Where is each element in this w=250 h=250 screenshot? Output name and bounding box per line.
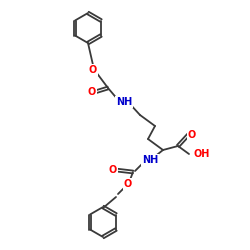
Text: NH: NH [142, 155, 158, 165]
Text: O: O [188, 130, 196, 140]
Text: OH: OH [194, 149, 210, 159]
Text: O: O [109, 165, 117, 175]
Text: O: O [88, 87, 96, 97]
Text: NH: NH [116, 97, 132, 107]
Text: O: O [89, 65, 97, 75]
Text: O: O [124, 179, 132, 189]
